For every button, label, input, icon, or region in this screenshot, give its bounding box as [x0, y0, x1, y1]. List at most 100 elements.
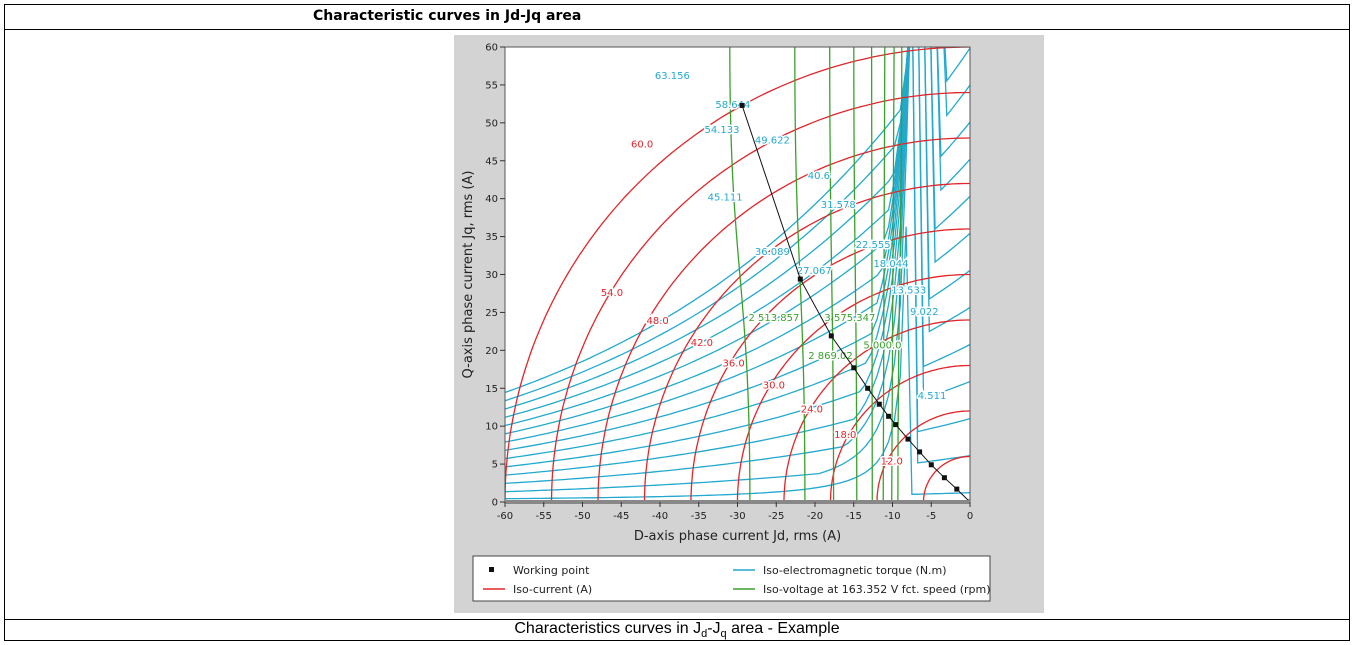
x-axis-label: D-axis phase current Jd, rms (A)	[634, 529, 841, 544]
iso-voltage-line	[853, 47, 858, 502]
iso-current-label: 42.0	[691, 338, 713, 349]
working-point-marker	[851, 365, 857, 371]
iso-current-label-halo: 48.0	[647, 316, 669, 327]
y-tick-label: 50	[485, 118, 498, 129]
iso-torque-label: 63.156	[655, 71, 690, 82]
x-tick-label: -35	[691, 511, 707, 522]
x-tick-label: -45	[613, 511, 629, 522]
iso-torque-label: 36.089	[755, 247, 790, 258]
iso-torque-label-halo: 63.156	[655, 71, 690, 82]
iso-current-label: 60.0	[631, 139, 653, 150]
x-tick-label: -20	[807, 511, 823, 522]
iso-voltage-line	[729, 47, 751, 502]
iso-torque-label: 49.622	[755, 136, 790, 147]
table-divider-top	[4, 29, 1350, 30]
iso-voltage-line	[870, 47, 873, 502]
working-point-marker	[828, 333, 834, 339]
y-tick-label: 15	[485, 384, 498, 395]
working-point-marker	[917, 449, 923, 455]
figure-caption: Characteristics curves in Jd-Jq area - E…	[4, 620, 1350, 640]
iso-voltage-line	[829, 47, 835, 502]
iso-current-circle	[829, 364, 970, 502]
caption-part: -J	[707, 620, 721, 637]
working-point-marker	[739, 102, 745, 108]
iso-current-circle	[550, 91, 970, 502]
iso-current-circle	[736, 273, 970, 502]
iso-torque-curve	[505, 47, 970, 435]
iso-torque-label: 9.022	[910, 307, 939, 318]
legend-box	[472, 555, 991, 602]
x-tick-label: -5	[926, 511, 936, 522]
iso-torque-label: 13.533	[891, 286, 926, 297]
iso-voltage-label: 2 869.02	[808, 351, 853, 362]
working-point-marker	[893, 422, 899, 428]
iso-torque-label: 22.555	[856, 240, 891, 251]
working-point-marker	[941, 475, 947, 481]
iso-torque-label-halo: 45.111	[708, 192, 743, 203]
x-tick-label: -10	[884, 511, 900, 522]
iso-torque-label: 40.6	[808, 171, 830, 182]
iso-voltage-label: 5 000.0	[863, 340, 901, 351]
working-point-marker	[865, 385, 871, 391]
x-tick-label: -60	[497, 511, 513, 522]
iso-current-label-halo: 36.0	[722, 358, 744, 369]
legend-label-working_point: Working point	[513, 564, 590, 577]
iso-torque-label-halo: 22.555	[856, 240, 891, 251]
legend-label-iso_voltage: Iso-voltage at 163.352 V fct. speed (rpm…	[763, 583, 991, 596]
iso-current-circle	[597, 137, 970, 502]
iso-voltage-label: 3 575.347	[824, 313, 875, 324]
iso-current-label-halo: 24.0	[801, 405, 823, 416]
iso-torque-label-halo: 58.644	[715, 100, 750, 111]
iso-voltage-line	[882, 47, 886, 502]
iso-torque-label-halo: 4.511	[918, 391, 947, 402]
legend-label-iso_current: Iso-current (A)	[513, 583, 592, 596]
iso-current-label-halo: 18.0	[834, 430, 856, 441]
table-divider-caption	[4, 619, 1350, 620]
working-point-marker	[876, 401, 882, 407]
iso-current-label-halo: 30.0	[763, 380, 785, 391]
curves-group: 60.060.054.054.048.048.042.042.036.036.0…	[505, 47, 970, 502]
page-title: Characteristic curves in Jd-Jq area	[313, 8, 582, 24]
y-tick-label: 60	[485, 43, 498, 54]
iso-torque-label: 18.044	[873, 259, 908, 270]
iso-torque-label: 58.644	[715, 100, 750, 111]
y-tick-label: 25	[485, 308, 498, 319]
caption-sub-q: q	[720, 628, 727, 641]
working-point-marker	[797, 276, 803, 282]
iso-current-label-halo: 54.0	[601, 288, 623, 299]
iso-torque-curve	[505, 47, 909, 394]
iso-current-label-halo: 60.0	[631, 139, 653, 150]
iso-current-label: 54.0	[601, 288, 623, 299]
iso-torque-label: 31.578	[821, 200, 856, 211]
x-tick-label: -25	[768, 511, 784, 522]
iso-torque-label: 4.511	[918, 391, 947, 402]
y-tick-label: 5	[492, 460, 498, 471]
iso-torque-curve	[505, 47, 970, 443]
y-tick-label: 55	[485, 80, 498, 91]
iso-torque-label-halo: 27.067	[797, 266, 832, 277]
iso-torque-label: 54.133	[705, 125, 740, 136]
iso-current-circle	[922, 455, 970, 502]
working-point-marker	[928, 462, 934, 468]
iso-current-circle	[690, 228, 970, 502]
legend-swatch-working-point	[489, 567, 494, 572]
y-tick-label: 35	[485, 232, 498, 243]
caption-sub-d: d	[701, 628, 708, 641]
iso-current-label: 12.0	[881, 456, 903, 467]
chart: 60.060.054.054.048.048.042.042.036.036.0…	[454, 35, 1044, 613]
iso-current-label: 18.0	[834, 430, 856, 441]
iso-torque-curve	[505, 47, 970, 427]
x-tick-label: -55	[536, 511, 552, 522]
iso-current-circle	[783, 319, 970, 502]
iso-voltage-label-halo: 5 000.0	[863, 340, 901, 351]
iso-torque-label-halo: 36.089	[755, 247, 790, 258]
x-tick-label: -30	[729, 511, 745, 522]
iso-voltage-label-halo: 3 575.347	[824, 313, 875, 324]
iso-current-circle	[876, 410, 970, 502]
iso-current-label-halo: 12.0	[881, 456, 903, 467]
caption-part: area - Example	[726, 620, 840, 637]
y-tick-label: 0	[492, 498, 498, 509]
caption-part: Characteristics curves in J	[514, 620, 702, 637]
y-tick-label: 40	[485, 194, 498, 205]
x-tick-label: -15	[846, 511, 862, 522]
